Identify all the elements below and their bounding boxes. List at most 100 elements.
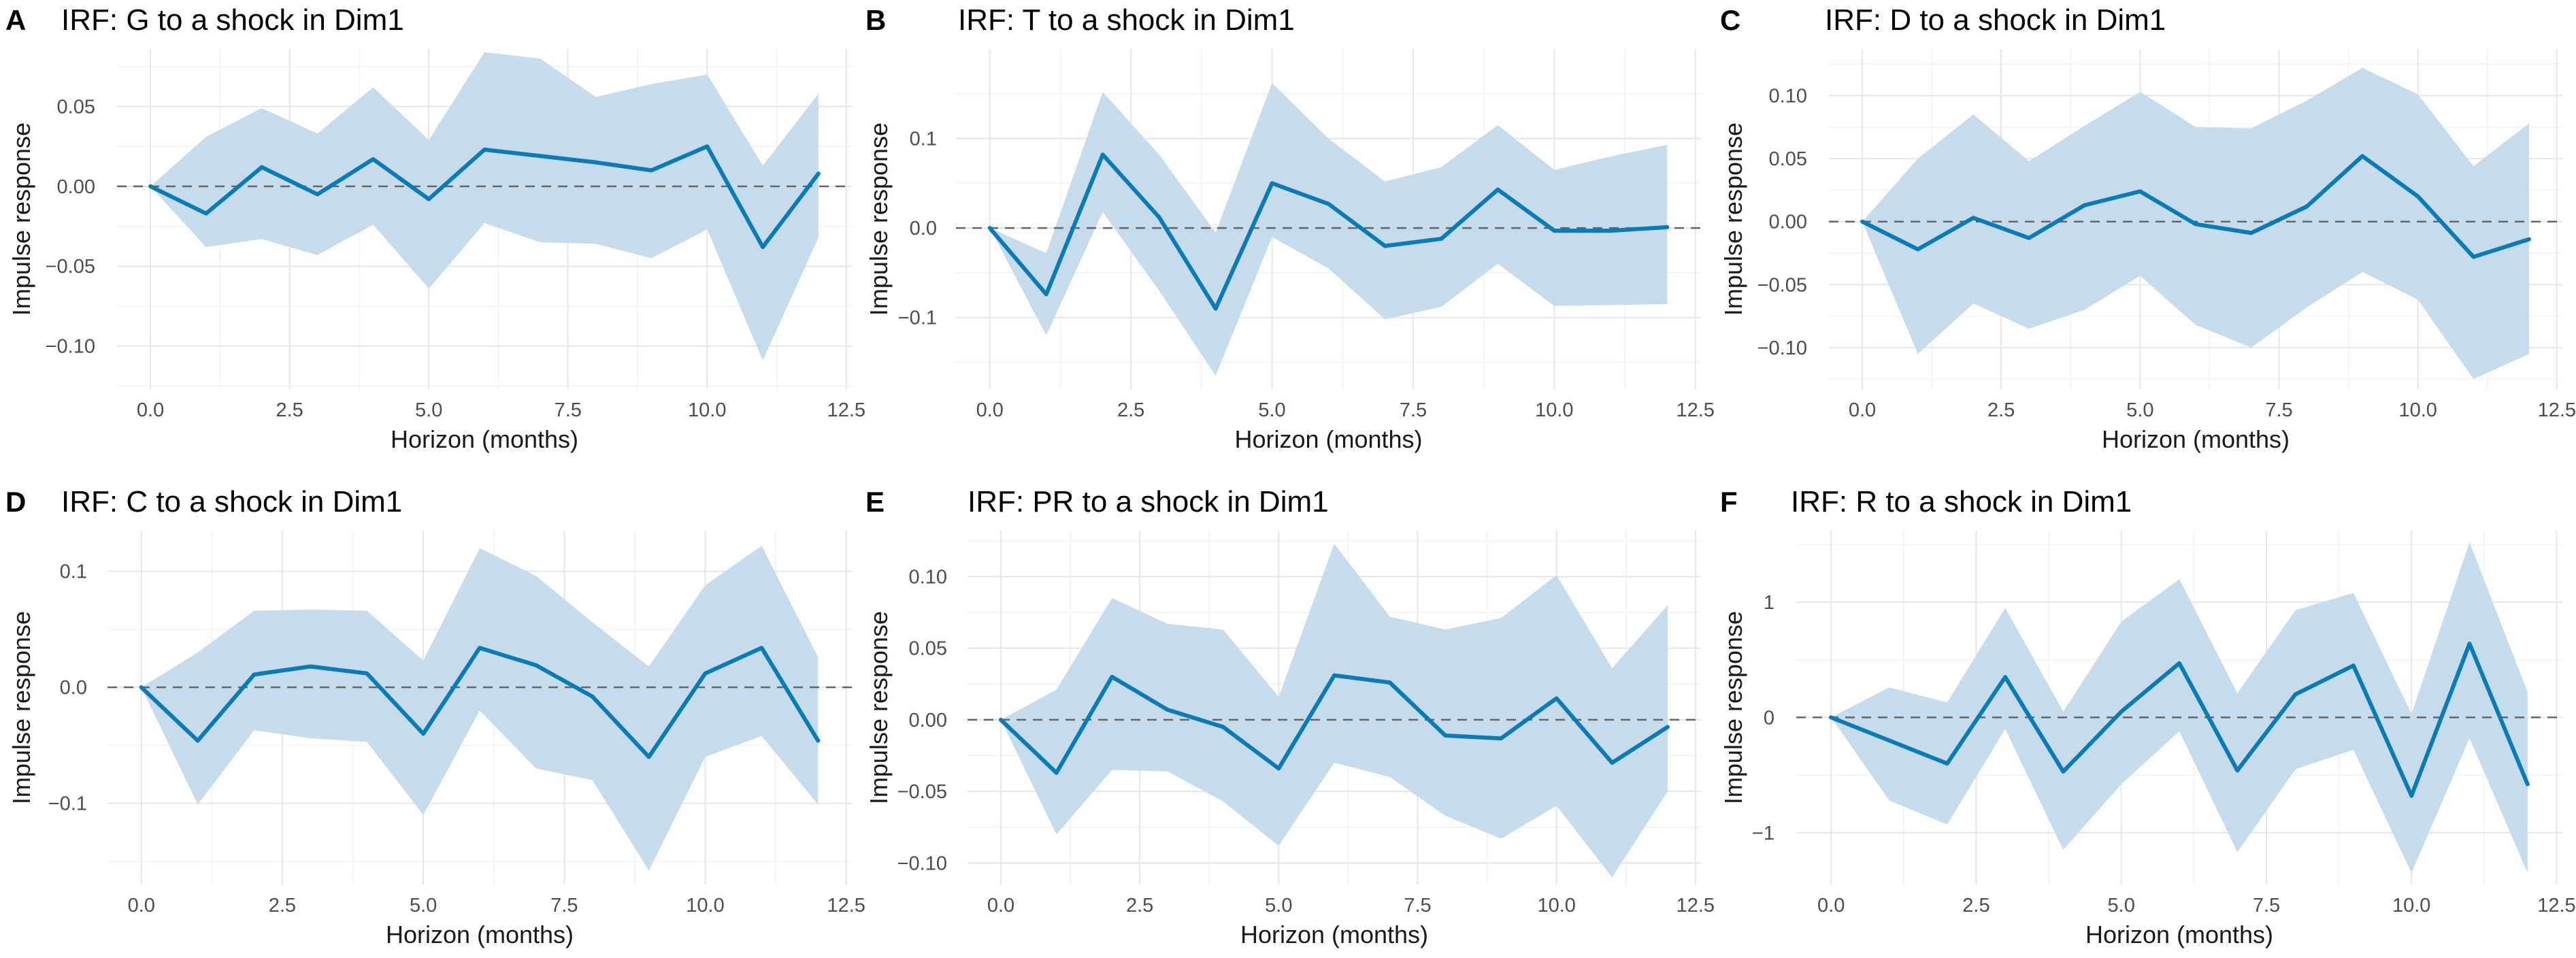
x-axis-title: Horizon (months) (1234, 425, 1422, 453)
y-tick-label: 0.0 (60, 677, 87, 699)
panel-b: 0.0 2.5 5.0 7.5 10.0 12.5 −0.1 0.0 0.1 Horizon (m… (865, 3, 1715, 453)
y-tick-label: −0.10 (897, 853, 947, 874)
y-axis-title: Impulse response (865, 122, 893, 316)
panel-title: IRF: T to a shock in Dim1 (958, 3, 1295, 37)
y-tick-label: 0.1 (910, 129, 937, 150)
x-tick-label: 5.0 (410, 895, 437, 916)
y-axis-title: Impulse response (7, 122, 35, 316)
impulse-response-line (999, 673, 1670, 775)
y-tick-label: 0.00 (57, 176, 95, 198)
y-tick-label: −0.10 (1757, 337, 1807, 359)
panel-letter: A (5, 4, 26, 36)
x-tick-label: 5.0 (415, 399, 442, 421)
y-axis-title: Impulse response (865, 611, 893, 804)
panel-title: IRF: G to a shock in Dim1 (61, 3, 404, 37)
panel-c: 0.0 2.5 5.0 7.5 10.0 12.5 −0.10 −0.05 0.00 0.05 0.… (1719, 3, 2576, 453)
panel-title: IRF: D to a shock in Dim1 (1825, 3, 2166, 37)
y-tick-label: −0.10 (46, 336, 95, 358)
x-tick-label: 0.0 (128, 895, 155, 916)
panel-title: IRF: PR to a shock in Dim1 (968, 485, 1329, 518)
panel-letter: E (865, 486, 885, 518)
y-axis-title: Impulse response (7, 611, 35, 804)
y-tick-label: 0.00 (909, 710, 947, 731)
x-tick-label: 7.5 (2265, 399, 2292, 421)
confidence-band (141, 546, 819, 871)
impulse-response-line (1829, 641, 2530, 798)
x-tick-label: 2.5 (269, 895, 296, 916)
panel-title: IRF: C to a shock in Dim1 (61, 485, 402, 518)
panel-a: 0.0 2.5 5.0 7.5 10.0 12.5 −0.10 −0.05 0.00 0.05 Ho… (5, 3, 865, 453)
x-tick-label: 2.5 (1987, 399, 2015, 421)
y-tick-label: 1 (1764, 592, 1774, 614)
y-tick-label: 0.10 (1769, 86, 1807, 108)
x-tick-label: 12.5 (2537, 895, 2575, 916)
x-tick-label: 0.0 (137, 399, 164, 421)
panel-letter: C (1720, 4, 1740, 36)
x-tick-label: 12.5 (827, 895, 865, 916)
x-tick-label: 5.0 (1258, 399, 1285, 421)
x-tick-label: 7.5 (555, 399, 582, 421)
x-tick-label: 2.5 (1126, 895, 1153, 916)
confidence-band (150, 52, 819, 361)
y-axis-title: Impulse response (1719, 611, 1747, 804)
y-tick-label: −0.05 (46, 256, 95, 278)
x-tick-label: 2.5 (1962, 895, 1989, 916)
panel-letter: B (865, 4, 886, 36)
confidence-band (1831, 542, 2528, 874)
x-tick-label: 0.0 (1849, 399, 1876, 421)
y-tick-label: 0.05 (57, 97, 95, 118)
y-tick-label: 0 (1764, 707, 1774, 729)
y-tick-label: 0.05 (909, 638, 947, 660)
impulse-response-line (148, 144, 821, 250)
panel-letter: D (5, 486, 26, 518)
x-tick-label: 10.0 (2392, 895, 2430, 916)
impulse-response-line (1860, 154, 2531, 259)
x-axis-title: Horizon (months) (2102, 425, 2290, 453)
x-tick-label: 0.0 (1817, 895, 1845, 916)
x-axis-title: Horizon (months) (2085, 921, 2273, 948)
y-tick-label: −0.05 (897, 781, 947, 803)
y-tick-label: 0.10 (909, 566, 947, 588)
panel-f: 0.0 2.5 5.0 7.5 10.0 12.5 −1 0 1 Horizon (months)… (1719, 485, 2576, 948)
x-tick-label: 12.5 (827, 399, 865, 421)
x-tick-label: 10.0 (686, 895, 724, 916)
x-tick-label: 10.0 (1535, 399, 1573, 421)
x-tick-label: 10.0 (2398, 399, 2437, 421)
x-tick-label: 2.5 (1117, 399, 1144, 421)
y-axis-title: Impulse response (1719, 122, 1747, 316)
panel-e: 0.0 2.5 5.0 7.5 10.0 12.5 −0.10 −0.05 0.00 0.05 0.… (865, 485, 1715, 948)
y-tick-label: 0.00 (1769, 212, 1807, 233)
x-tick-label: 2.5 (276, 399, 303, 421)
x-tick-label: 0.0 (987, 895, 1014, 916)
x-axis-title: Horizon (months) (391, 425, 578, 453)
x-tick-label: 7.5 (2253, 895, 2280, 916)
confidence-band (989, 83, 1668, 376)
x-tick-label: 10.0 (688, 399, 726, 421)
y-tick-label: −0.05 (1757, 274, 1807, 296)
panel-letter: F (1720, 486, 1738, 518)
x-tick-label: 7.5 (550, 895, 578, 916)
impulse-response-line (139, 646, 821, 759)
y-tick-label: −0.1 (898, 308, 937, 329)
x-tick-label: 5.0 (2108, 895, 2135, 916)
x-tick-label: 5.0 (2126, 399, 2153, 421)
x-tick-label: 12.5 (1677, 895, 1715, 916)
x-tick-label: 12.5 (1676, 399, 1714, 421)
x-tick-label: 12.5 (2538, 399, 2576, 421)
x-axis-title: Horizon (months) (386, 921, 574, 948)
panel-title: IRF: R to a shock in Dim1 (1791, 485, 2132, 518)
impulse-response-line (987, 152, 1670, 311)
x-tick-label: 5.0 (1265, 895, 1292, 916)
y-tick-label: −0.1 (48, 793, 87, 815)
y-tick-label: 0.0 (910, 218, 937, 240)
y-tick-label: −1 (1752, 823, 1774, 844)
y-tick-label: 0.05 (1769, 148, 1807, 170)
confidence-band (1001, 543, 1668, 878)
panel-d: 0.0 2.5 5.0 7.5 10.0 12.5 −0.1 0.0 0.1 Horizon (m… (5, 485, 865, 948)
x-tick-label: 10.0 (1537, 895, 1575, 916)
x-tick-label: 7.5 (1404, 895, 1431, 916)
x-axis-title: Horizon (months) (1240, 921, 1428, 948)
y-tick-label: 0.1 (60, 561, 87, 583)
x-tick-label: 0.0 (976, 399, 1004, 421)
